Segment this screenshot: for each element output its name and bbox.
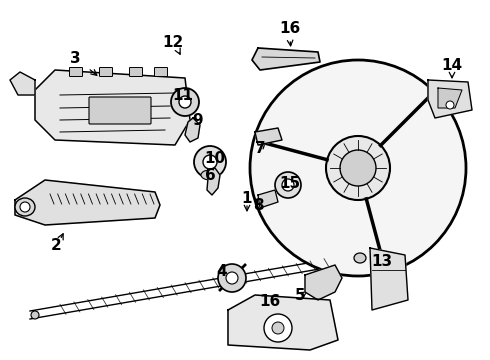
Text: 9: 9 xyxy=(193,113,203,127)
Text: 5: 5 xyxy=(294,288,305,302)
Circle shape xyxy=(20,202,30,212)
Text: 2: 2 xyxy=(50,238,61,252)
Polygon shape xyxy=(255,128,282,145)
FancyBboxPatch shape xyxy=(129,68,143,77)
Text: 11: 11 xyxy=(172,87,194,103)
Polygon shape xyxy=(228,295,338,350)
Text: 12: 12 xyxy=(162,35,184,50)
Circle shape xyxy=(340,150,376,186)
FancyBboxPatch shape xyxy=(70,68,82,77)
Text: 8: 8 xyxy=(253,198,263,212)
Ellipse shape xyxy=(354,253,366,263)
FancyBboxPatch shape xyxy=(89,97,151,124)
Circle shape xyxy=(226,272,238,284)
Polygon shape xyxy=(35,70,190,145)
Polygon shape xyxy=(370,248,408,310)
Polygon shape xyxy=(207,168,220,195)
Text: 4: 4 xyxy=(217,265,227,279)
Text: 1: 1 xyxy=(242,190,252,206)
FancyBboxPatch shape xyxy=(154,68,168,77)
Circle shape xyxy=(31,311,39,319)
Text: 7: 7 xyxy=(255,140,265,156)
Circle shape xyxy=(203,155,217,169)
Ellipse shape xyxy=(201,170,219,180)
Circle shape xyxy=(264,314,292,342)
Polygon shape xyxy=(10,72,35,95)
Circle shape xyxy=(179,96,191,108)
Text: 16: 16 xyxy=(259,294,281,310)
Polygon shape xyxy=(438,88,462,108)
Circle shape xyxy=(282,179,294,191)
Circle shape xyxy=(446,101,454,109)
Polygon shape xyxy=(258,190,278,208)
Circle shape xyxy=(272,322,284,334)
Circle shape xyxy=(326,136,390,200)
Circle shape xyxy=(218,264,246,292)
Polygon shape xyxy=(185,118,200,142)
FancyBboxPatch shape xyxy=(99,68,113,77)
Circle shape xyxy=(171,88,199,116)
Text: 13: 13 xyxy=(371,255,392,270)
Polygon shape xyxy=(428,80,472,118)
Text: 14: 14 xyxy=(441,58,463,72)
Circle shape xyxy=(250,60,466,276)
Text: 15: 15 xyxy=(279,176,300,190)
Text: 3: 3 xyxy=(70,50,80,66)
Polygon shape xyxy=(15,180,160,225)
Text: 10: 10 xyxy=(204,150,225,166)
Text: 16: 16 xyxy=(279,21,301,36)
Polygon shape xyxy=(252,48,320,70)
Ellipse shape xyxy=(15,198,35,216)
Circle shape xyxy=(275,172,301,198)
Polygon shape xyxy=(305,265,342,300)
Text: 6: 6 xyxy=(205,167,216,183)
Circle shape xyxy=(194,146,226,178)
